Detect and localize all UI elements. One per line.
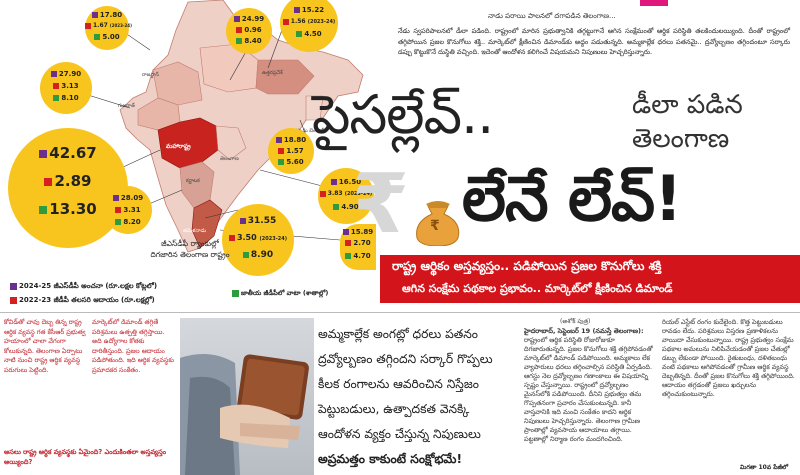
legend-item: జాతీయ జీడీపీలో వాటా (శాతాల్లో) — [232, 289, 328, 299]
red-banner: రాష్ట్ర ఆర్థికం అస్తవ్యస్తం.. పడిపోయిన ప… — [380, 255, 800, 303]
state-label-telangana: తెలంగాణ — [220, 156, 239, 162]
banner-line-2: ఆగిన సంక్షేమ పథకాల ప్రభావం.. మార్కెట్‌లో… — [402, 282, 673, 295]
state-label-tamilnadu: తమిళనాడు — [183, 228, 207, 234]
bubble-value-2: 3.31 — [104, 206, 152, 214]
dateline: హైదరాబాద్, సెప్టెంబర్ 19 (నమస్తే తెలంగాణ… — [524, 327, 644, 335]
bubble-value-3: 8.90 — [222, 250, 294, 260]
bubble-value-2: 1.56 (2023-24) — [280, 18, 338, 25]
article-column-1: హైదరాబాద్, సెప్టెంబర్ 19 (నమస్తే తెలంగాణ… — [524, 327, 656, 473]
bubble-value-2: 1.57 — [268, 147, 314, 155]
infographic-caption: జీఎస్‌డీపీ ర్యాంకుల్లో దిగజారిన తెలంగాణ … — [150, 239, 230, 259]
article-column-2: రియల్ ఎస్టేట్ రంగం కుదేలైంది. కొత్త పెట్… — [662, 318, 796, 464]
bubble-value-2: 3.83 (2023-24) — [318, 190, 374, 197]
intro-paragraph: నేడు స్వపరిపాలనలో డీలా పడింది. రాష్ట్రంల… — [398, 27, 790, 56]
pullquote-line: పెట్టుబడులు, ఉత్పాదకత వెనక్కి — [318, 402, 470, 416]
coin-rupee-symbol: ₹ — [430, 218, 440, 234]
bubble-value-1: 15.89 — [340, 228, 376, 236]
bubble-chart-item — [226, 8, 272, 54]
article-para-1: రాష్ట్రంలో ఆర్థిక పరిస్థితి రోజురోజుకూ ద… — [524, 336, 653, 443]
state-label-karnataka: కర్ణాటక — [186, 178, 200, 184]
bubble-value-2: 1.67 (2023-24) — [85, 22, 132, 29]
headline-line2: లేనే లేవ్! — [462, 162, 682, 235]
pullquote: అమ్మకాల్లేక అంగట్లో ధరలు పతనం ద్రవ్యోల్బ… — [318, 322, 518, 472]
pullquote-line: అప్రమత్తం కాకుంటే సంక్షోభమే! — [318, 452, 463, 466]
pullquote-line: ఆందోళన వ్యక్తం చేస్తున్న నిపుణులు — [318, 427, 481, 441]
state-label-up: ఉత్తరప్రదేశ్ — [262, 70, 283, 76]
bubble-value-1: 24.99 — [226, 15, 272, 23]
bubble-value-2: 3.50 (2023-24) — [222, 233, 294, 242]
legend-item: 2024-25 జీఎస్‌డీపీ అంచనా (రూ.లక్షల కోట్ల… — [10, 282, 157, 292]
bubble-value-3: 8.20 — [104, 218, 152, 226]
bubble-chart-item — [268, 128, 314, 174]
legend-item: 2022-23 జీడీపీ తలసరి ఆదాయం (రూ.లక్షల్లో) — [10, 296, 155, 306]
bubble-value-2: 0.96 — [226, 26, 272, 34]
headline-subline-1: డీలా పడిన — [632, 90, 743, 120]
bubble-value-2: 2.89 — [8, 172, 128, 190]
pullquote-line: కీలక రంగాలను ఆవరించిన నిస్తేజం — [318, 377, 479, 391]
bubble-value-1: 31.55 — [222, 216, 294, 226]
infographic: రాజస్థాన్ గుజరాత్ మహారాష్ట్ర తెలంగాణ కర్… — [0, 0, 376, 306]
pullquote-line: అమ్మకాల్లేక అంగట్లో ధరలు పతనం — [318, 327, 478, 341]
money-bag-icon: ₹ — [410, 196, 466, 247]
bubble-chart-item — [104, 186, 152, 234]
bubble-value-3: 5.00 — [85, 33, 129, 41]
state-label-maharashtra: మహారాష్ట్ర — [166, 143, 191, 150]
bubble-chart-item — [280, 0, 338, 52]
article-para-2: రియల్ ఎస్టేట్ రంగం కుదేలైంది. కొత్త పెట్… — [662, 318, 795, 398]
state-label-gujarat: గుజరాత్ — [118, 103, 135, 109]
bubble-chart-item — [40, 62, 92, 114]
headline-subline-2: తెలంగాణ — [632, 124, 730, 154]
bubble-value-1: 27.90 — [40, 70, 92, 78]
bubble-value-3: 5.60 — [268, 158, 314, 166]
bubble-value-1: 17.80 — [85, 11, 129, 19]
state-label-rajasthan: రాజస్థాన్ — [142, 72, 159, 78]
india-map — [119, 0, 364, 253]
bubble-value-1: 15.22 — [280, 6, 338, 14]
bubble-value-2: 3.13 — [40, 82, 92, 90]
bubble-value-2: 2.70 — [340, 239, 376, 247]
bubble-chart-item — [318, 168, 374, 224]
bubble-value-3: 4.70 — [340, 252, 376, 260]
rupee-icon: ₹ — [352, 157, 410, 252]
banner-line-1: రాష్ట్ర ఆర్థికం అస్తవ్యస్తం.. పడిపోయిన ప… — [392, 259, 662, 273]
bubble-value-3: 8.40 — [226, 37, 272, 45]
wallet-photo — [180, 318, 314, 475]
state-label-wb: పశ్చిమ బెంగాల్ — [294, 128, 324, 134]
pullquote-line: ద్రవ్యోల్బణం తగ్గిందని సర్కార్ గొప్పలు — [318, 352, 493, 366]
bubble-value-1: 42.67 — [8, 144, 128, 162]
bubble-value-1: 28.09 — [104, 194, 152, 202]
bottom-question: అసలు రాష్ట్ర ఆర్థిక వ్యవస్థకు ఏమైంది? ఎం… — [4, 448, 167, 466]
bubble-value-1: 18.80 — [268, 136, 314, 144]
bubble-chart-item — [8, 128, 128, 248]
bubble-value-3: 4.90 — [318, 203, 374, 211]
divider — [0, 312, 800, 313]
top-caption: నాడు పరాయి పాలనలో దగాపడిన తెలంగాణ... — [488, 12, 616, 20]
bubble-value-1: 16.50 — [318, 178, 374, 186]
bubble-value-3: 13.30 — [8, 200, 128, 218]
byline: (అశోక్ పుత్ర) — [560, 318, 591, 325]
pink-tab — [640, 0, 668, 6]
continued-link[interactable]: మిగతా 10వ పేజీలో — [740, 464, 789, 471]
bubble-value-3: 4.50 — [280, 30, 338, 38]
left-para-a: కోవిడ్‌తో చావు దెబ్బ తిన్న రాష్ట్ర ఆర్థి… — [4, 318, 86, 374]
bubble-value-3: 8.10 — [40, 94, 92, 102]
left-para-b: మార్కెట్‌లో డిమాండ్ తగ్గితే పరిశ్రమలు ఉత… — [92, 318, 174, 374]
headline-line1: పైసల్లేవ్.. — [312, 83, 494, 146]
